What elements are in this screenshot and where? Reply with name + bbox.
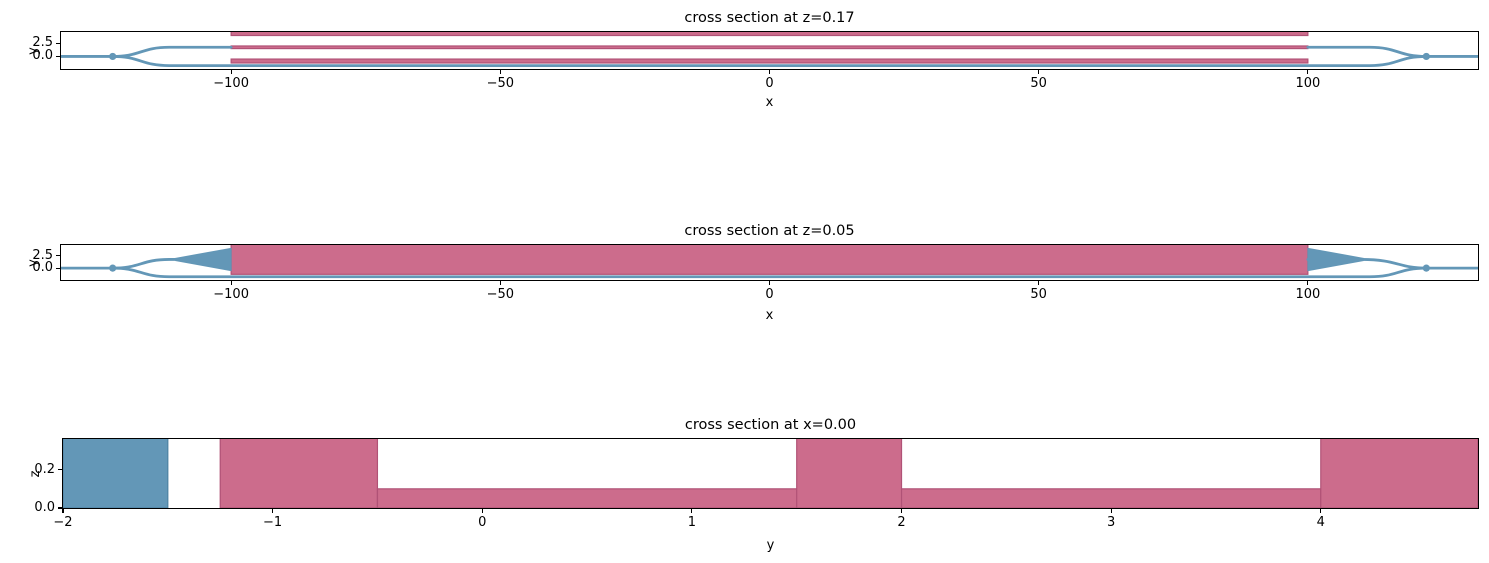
x-tick-label: 100 (1295, 76, 1321, 91)
x-tick-mark (230, 281, 232, 285)
heater-region (1320, 439, 1478, 508)
waveguide-path (111, 55, 1428, 67)
plot-title: cross section at x=0.00 (684, 417, 857, 433)
x-tick-mark (481, 509, 483, 513)
x-tick-mark (768, 281, 771, 285)
x-tick-label: 100 (1295, 287, 1321, 302)
x-tick-label: 50 (1030, 287, 1047, 302)
x-tick-mark (272, 509, 274, 513)
y-tick-label: 0.2 (34, 461, 55, 477)
waveguide-taper (175, 247, 232, 272)
heater-region (219, 439, 379, 508)
x-tick-mark (691, 509, 693, 513)
plot-title: cross section at z=0.05 (684, 223, 855, 239)
heater-region (230, 45, 1309, 50)
waveguide-path (111, 266, 1428, 279)
x-tick-mark (230, 70, 232, 74)
plot-title: cross section at z=0.17 (684, 10, 855, 26)
x-tick-mark (1320, 509, 1322, 513)
y-tick-mark (58, 469, 62, 471)
x-tick-label: 3 (1107, 515, 1116, 530)
x-tick-label: −50 (486, 287, 515, 302)
x-tick-mark (499, 281, 501, 285)
port-marker (1422, 52, 1430, 61)
y-tick-mark (58, 507, 62, 509)
plot-area (62, 438, 1479, 509)
x-tick-mark (900, 509, 903, 513)
heater-region (230, 58, 1309, 64)
x-tick-label: 0 (765, 287, 774, 302)
y-tick-mark (56, 255, 60, 257)
cross-section-drawing (61, 32, 1478, 67)
x-tick-mark (1038, 281, 1040, 285)
x-tick-label: −1 (263, 515, 283, 530)
x-tick-label: 0 (478, 515, 487, 530)
x-tick-label: 0 (765, 76, 774, 91)
x-tick-label: −50 (486, 76, 515, 91)
y-tick-label: 0.0 (32, 48, 53, 64)
x-tick-mark (62, 509, 64, 513)
x-tick-label: −2 (53, 515, 73, 530)
x-tick-label: −100 (213, 287, 249, 302)
waveguide-path (111, 258, 179, 270)
plot-area (60, 244, 1479, 281)
x-tick-mark (1307, 70, 1309, 74)
port-marker (109, 264, 117, 272)
x-tick-label: 2 (897, 515, 906, 530)
cross-section-drawing (63, 439, 1478, 508)
x-axis-label: x (765, 308, 774, 323)
heater-region (230, 245, 1309, 275)
x-tick-label: 1 (687, 515, 697, 530)
y-tick-label: 0.0 (34, 500, 55, 515)
plot-area (60, 31, 1479, 70)
y-tick-label: 0.0 (32, 260, 53, 276)
x-tick-mark (499, 70, 501, 74)
x-axis-label: y (766, 538, 775, 553)
heater-region (230, 32, 1309, 37)
x-tick-mark (1038, 70, 1040, 74)
x-tick-mark (1110, 509, 1112, 513)
y-tick-mark (56, 267, 60, 269)
x-tick-mark (1307, 281, 1309, 285)
port-marker (109, 52, 117, 61)
cross-section-drawing (61, 245, 1478, 279)
y-tick-mark (56, 55, 60, 58)
waveguide-path (111, 45, 233, 58)
y-tick-label: 2.5 (32, 247, 53, 263)
x-axis-label: x (765, 95, 774, 110)
port-marker (1422, 264, 1430, 272)
x-tick-label: 50 (1030, 76, 1047, 91)
y-tick-label: 2.5 (32, 35, 53, 51)
waveguide-path (1306, 45, 1428, 58)
x-tick-mark (768, 70, 771, 74)
waveguide-path (1360, 258, 1428, 270)
heater-region (796, 439, 903, 508)
x-tick-label: 4 (1316, 515, 1325, 530)
x-tick-label: −100 (213, 76, 249, 91)
waveguide-region (63, 439, 169, 508)
y-tick-mark (56, 42, 60, 44)
